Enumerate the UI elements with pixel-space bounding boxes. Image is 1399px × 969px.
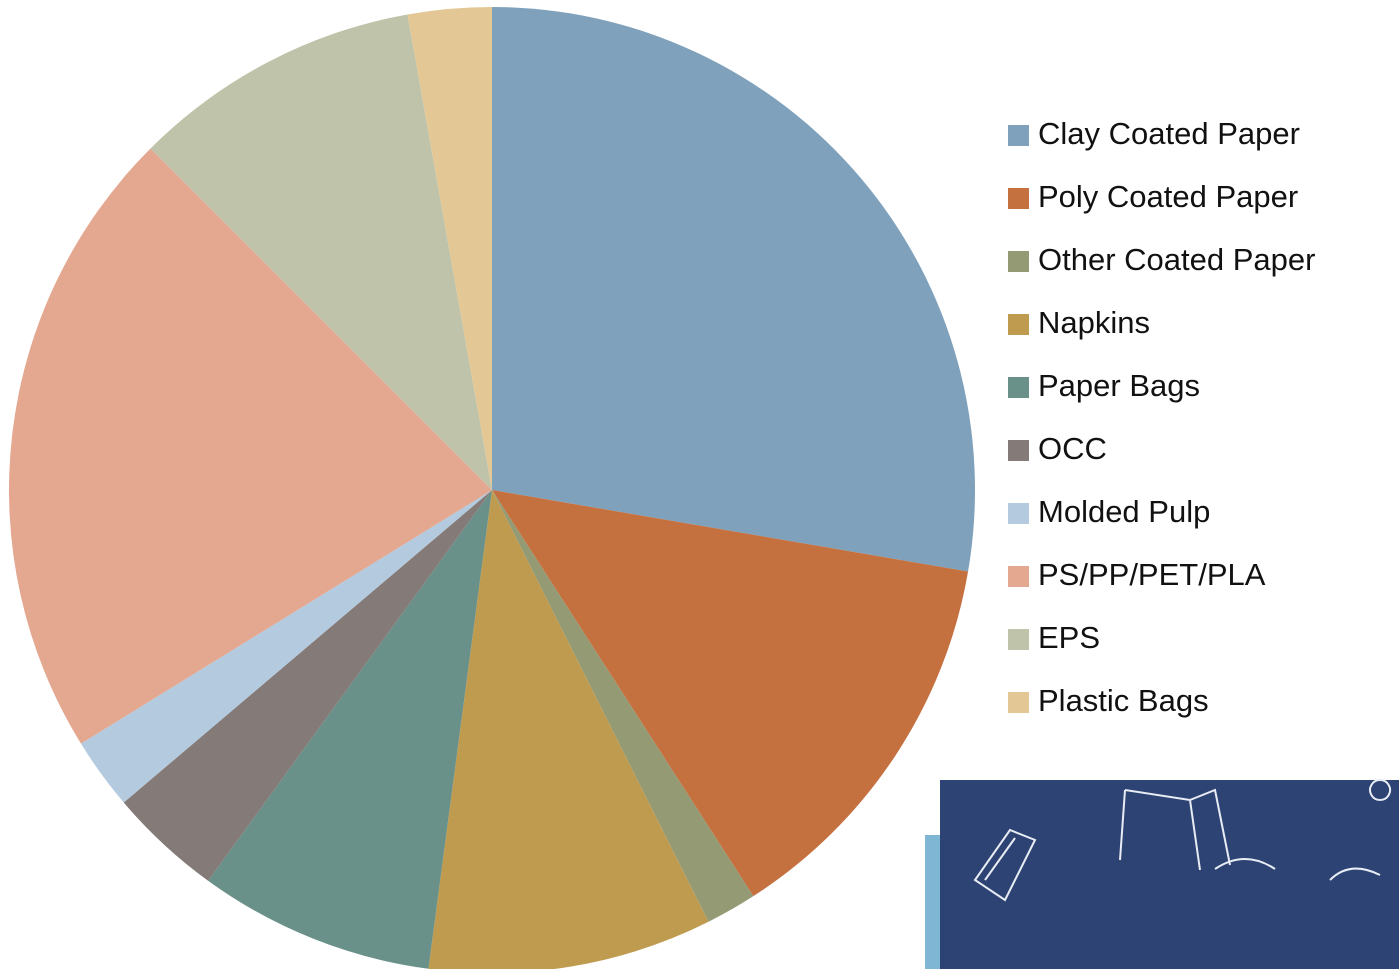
pie-slice [492, 490, 754, 922]
pie-slice [208, 490, 492, 969]
legend-swatch [1008, 440, 1029, 461]
legend-label: Poly Coated Paper [1038, 179, 1298, 214]
legend-swatch [1008, 125, 1029, 146]
pie-slice [80, 490, 492, 803]
pie-slice [492, 7, 975, 572]
legend-swatch [1008, 251, 1029, 272]
pie [8, 7, 975, 969]
legend-swatch [1008, 692, 1029, 713]
legend-swatch [1008, 503, 1029, 524]
legend-swatch [1008, 629, 1029, 650]
legend-swatch [1008, 314, 1029, 335]
legend-swatch [1008, 566, 1029, 587]
pie-slice [492, 490, 969, 897]
legend-label: EPS [1038, 620, 1100, 655]
pie-slice [123, 490, 492, 881]
pie-slice [8, 148, 492, 744]
legend-label: Clay Coated Paper [1038, 116, 1300, 151]
pie-slice [150, 14, 493, 491]
legend-label: PS/PP/PET/PLA [1038, 557, 1266, 592]
legend-swatch [1008, 188, 1029, 209]
legend-label: Paper Bags [1038, 368, 1200, 403]
legend: Clay Coated Paper Poly Coated Paper Other … [1008, 116, 1315, 718]
legend-label: Plastic Bags [1038, 683, 1209, 718]
legend-swatch [1008, 377, 1029, 398]
legend-label: Napkins [1038, 305, 1150, 340]
legend-label: OCC [1038, 431, 1107, 466]
decorative-image [925, 779, 1399, 969]
legend-label: Other Coated Paper [1038, 242, 1315, 277]
legend-label: Molded Pulp [1038, 494, 1210, 529]
pie-slice [407, 7, 492, 490]
pie-slice [428, 490, 709, 969]
